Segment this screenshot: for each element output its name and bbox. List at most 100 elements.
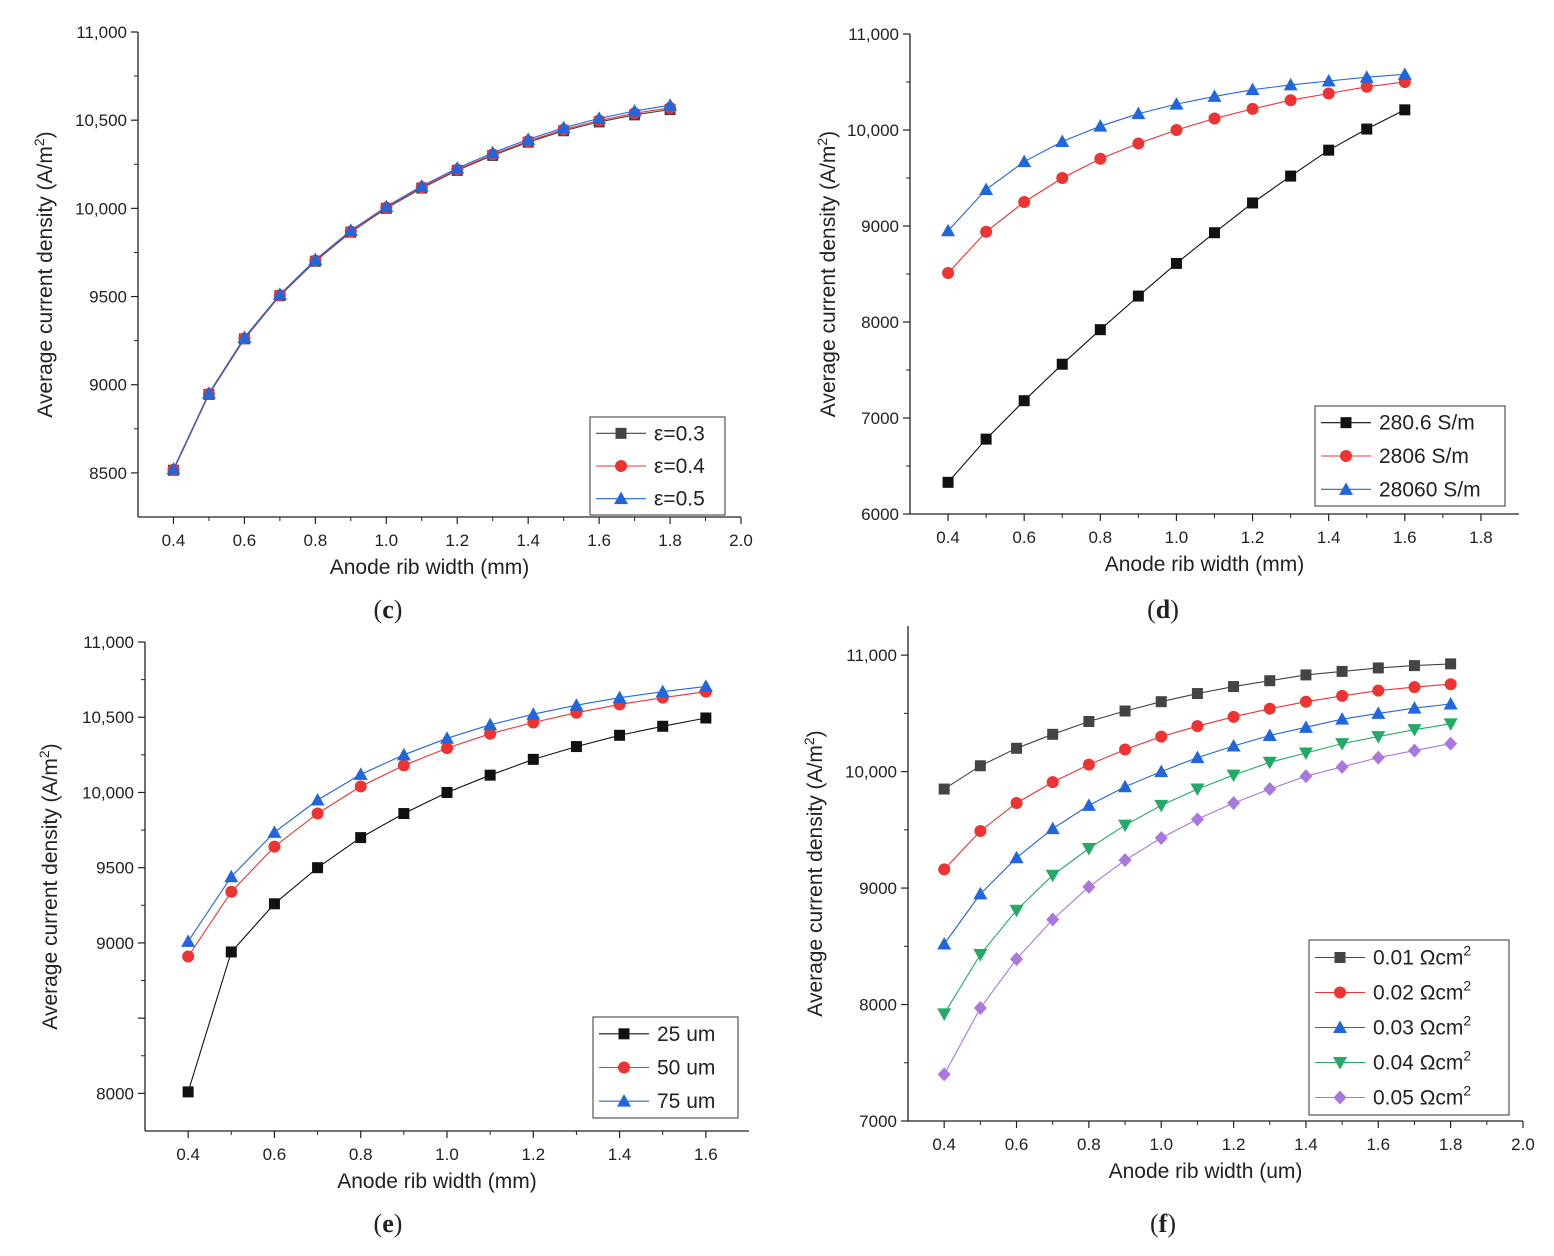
data-point bbox=[1372, 684, 1385, 697]
x-tick-label: 0.4 bbox=[176, 1145, 200, 1164]
data-point bbox=[1226, 738, 1241, 752]
data-point bbox=[1010, 797, 1023, 810]
data-point bbox=[1444, 736, 1458, 751]
data-point bbox=[1335, 738, 1350, 751]
data-point bbox=[521, 132, 536, 145]
data-point bbox=[1262, 728, 1277, 741]
data-point bbox=[1443, 718, 1458, 731]
legend-label-sup: 2 bbox=[1463, 1048, 1471, 1064]
x-tick-label: 0.8 bbox=[349, 1145, 373, 1164]
data-point bbox=[1170, 124, 1183, 136]
legend-label-sup: 2 bbox=[1463, 943, 1471, 959]
data-point bbox=[1262, 756, 1277, 770]
y-tick-label: 10,500 bbox=[82, 708, 134, 727]
legend-label-text: 0.04 Ωcm bbox=[1373, 1052, 1463, 1075]
x-tick-label: 1.4 bbox=[1294, 1135, 1318, 1154]
y-tick-label: 8500 bbox=[89, 464, 127, 483]
y-tick-label: 10,000 bbox=[845, 763, 897, 782]
data-point bbox=[569, 698, 584, 711]
legend-label-text: 25 um bbox=[657, 1023, 715, 1046]
data-point bbox=[484, 769, 496, 781]
data-point bbox=[268, 898, 280, 910]
data-point bbox=[441, 786, 453, 798]
series-4 bbox=[937, 718, 1458, 1021]
legend-label-text: 0.01 Ωcm bbox=[1373, 947, 1463, 970]
data-point bbox=[484, 727, 497, 740]
y-tick-label: 10,000 bbox=[847, 121, 899, 140]
x-tick-label: 2.0 bbox=[1511, 1135, 1535, 1154]
y-axis-title-main: Average current density (A/m bbox=[39, 758, 62, 1030]
x-tick-label: 0.8 bbox=[1077, 1135, 1101, 1154]
legend-marker bbox=[618, 1028, 630, 1040]
legend-label: 25 um bbox=[657, 1023, 715, 1046]
data-point bbox=[414, 178, 429, 192]
x-tick-label: 1.6 bbox=[1366, 1135, 1390, 1154]
legend-label-text: ε=0.4 bbox=[654, 455, 705, 478]
data-point bbox=[450, 161, 465, 174]
series-line bbox=[173, 109, 671, 471]
legend-marker bbox=[1334, 952, 1346, 963]
data-point bbox=[570, 741, 582, 753]
x-tick-label: 1.8 bbox=[1469, 528, 1493, 547]
x-tick-label: 1.0 bbox=[1165, 528, 1189, 547]
data-point bbox=[663, 98, 678, 111]
chart-e: 0.4 0.6 0.8 1.0 1.2 1.4 1.6 8000 9000 9500 10,000 1… bbox=[36, 633, 749, 1193]
data-point bbox=[1056, 172, 1069, 184]
legend-marker bbox=[1340, 450, 1352, 462]
data-point bbox=[1397, 67, 1412, 80]
data-point bbox=[1407, 724, 1422, 737]
x-tick-label: 0.6 bbox=[1005, 1135, 1029, 1154]
series-5 bbox=[937, 736, 1458, 1082]
legend-label-sup: 2 bbox=[1463, 978, 1471, 994]
x-axis-title: Anode rib width (mm) bbox=[337, 1170, 537, 1193]
data-point bbox=[938, 783, 950, 795]
data-point bbox=[1228, 681, 1240, 693]
y-axis-title-sup: 2 bbox=[801, 737, 817, 745]
data-point bbox=[308, 252, 323, 266]
data-point bbox=[440, 731, 454, 744]
data-point bbox=[441, 742, 453, 755]
legend-marker bbox=[614, 491, 628, 505]
data-point bbox=[1321, 74, 1336, 87]
data-point bbox=[1298, 747, 1313, 760]
legend-label: 2806 S/m bbox=[1379, 445, 1469, 468]
x-tick-label: 1.6 bbox=[587, 531, 611, 550]
data-point bbox=[1443, 697, 1458, 710]
x-tick-label: 1.4 bbox=[608, 1145, 632, 1164]
y-axis-title-main: Average current density (A/m bbox=[817, 146, 840, 418]
data-point bbox=[1094, 152, 1107, 165]
data-point bbox=[1190, 783, 1205, 797]
x-tick-label: 1.6 bbox=[694, 1145, 718, 1164]
chart-f: 0.4 0.6 0.8 1.0 1.2 1.4 1.6 1.8 2.0 7000 8000 9000 1… bbox=[801, 626, 1535, 1183]
data-point bbox=[354, 780, 367, 793]
panel-label-e: (e) bbox=[374, 1209, 403, 1238]
y-tick-label: 9000 bbox=[96, 934, 134, 953]
data-point bbox=[1119, 743, 1132, 756]
data-point bbox=[1132, 137, 1145, 150]
y-tick-label: 9000 bbox=[861, 217, 899, 236]
x-tick-label: 1.0 bbox=[374, 531, 398, 550]
legend-marker bbox=[1339, 482, 1353, 495]
y-axis-title-main: Average current density (A/m bbox=[804, 745, 827, 1017]
data-point bbox=[1169, 97, 1184, 110]
panel-label-c: (c) bbox=[374, 595, 403, 624]
legend-marker bbox=[1333, 1090, 1347, 1105]
legend-label: ε=0.5 bbox=[654, 488, 705, 511]
legend-label-text: 75 um bbox=[657, 1090, 715, 1113]
data-point bbox=[1371, 706, 1386, 719]
data-point bbox=[310, 792, 325, 806]
data-point bbox=[612, 690, 627, 704]
data-point bbox=[1093, 119, 1108, 132]
data-point bbox=[1247, 197, 1259, 209]
y-axis-title-sup: 2 bbox=[31, 138, 47, 146]
series-2 bbox=[942, 76, 1411, 280]
legend-label: ε=0.4 bbox=[654, 455, 705, 478]
data-point bbox=[1154, 799, 1169, 813]
data-point bbox=[1047, 728, 1059, 740]
data-point bbox=[941, 223, 956, 237]
data-point bbox=[1011, 742, 1023, 754]
chart-c: 0.4 0.6 0.8 1.0 1.2 1.4 1.6 1.8 2.0 8500 9000 9500 1… bbox=[31, 23, 753, 579]
y-axis-title-sup: 2 bbox=[814, 138, 830, 146]
legend-label-text: ε=0.3 bbox=[654, 422, 705, 445]
